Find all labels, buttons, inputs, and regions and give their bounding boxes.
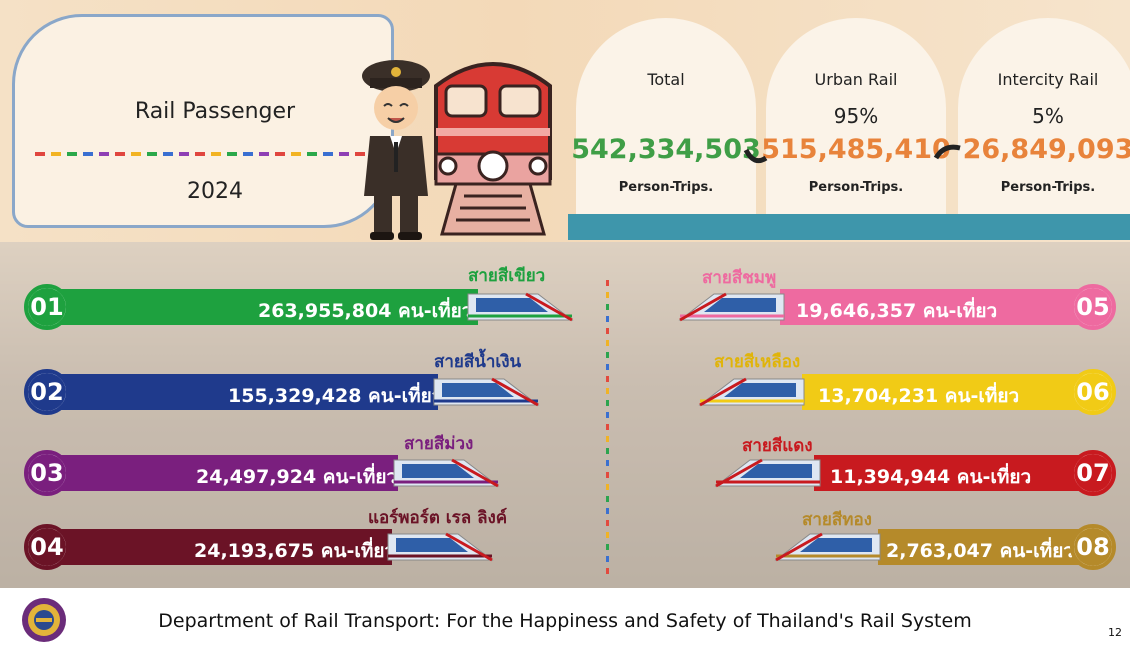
line-value: 19,646,357 คน-เที่ยว	[796, 300, 998, 322]
line-number-badge: 06	[1070, 369, 1116, 415]
stat-unit: Person-Trips.	[808, 180, 904, 195]
line-name: สายสีทอง	[802, 510, 872, 530]
skytrain-icon	[774, 532, 881, 562]
stat-percent: 95%	[833, 104, 879, 128]
locomotive-icon	[434, 62, 552, 236]
stat-heading: Intercity Rail	[997, 70, 1099, 89]
stat-total: Total 542,334,503 Person-Trips.	[568, 18, 764, 240]
line-value: 24,497,924 คน-เที่ยว	[196, 466, 398, 488]
skytrain-icon	[467, 292, 574, 322]
department-seal-logo	[22, 598, 66, 642]
line-value: 13,704,231 คน-เที่ยว	[818, 385, 1020, 407]
line-number-badge: 07	[1070, 450, 1116, 496]
rainbow-divider	[35, 152, 393, 156]
skytrain-icon	[714, 458, 821, 488]
line-number-badge: 02	[24, 369, 70, 415]
footer-tagline: Department of Rail Transport: For the Ha…	[158, 610, 972, 632]
skytrain-icon	[433, 377, 540, 407]
stat-percent: 5%	[1032, 104, 1064, 128]
line-number-badge: 05	[1070, 284, 1116, 330]
line-number-badge: 01	[24, 284, 70, 330]
line-value: 24,193,675 คน-เที่ยว	[194, 540, 396, 562]
page-number: 12	[1108, 626, 1122, 639]
skytrain-icon	[698, 377, 805, 407]
line-name: แอร์พอร์ต เรล ลิงค์	[368, 508, 508, 528]
skytrain-icon	[387, 532, 494, 562]
line-number-badge: 08	[1070, 524, 1116, 570]
page-title: Rail Passenger	[134, 99, 296, 124]
title-card: Rail Passenger 2024	[12, 14, 394, 228]
stat-unit: Person-Trips.	[618, 180, 714, 195]
stat-heading: Total	[647, 70, 685, 89]
train-conductor-icon	[362, 60, 430, 240]
line-name: สายสีเขียว	[468, 266, 546, 286]
footer-bar	[0, 588, 1130, 658]
line-name: สายสีม่วง	[404, 434, 474, 454]
line-name: สายสีน้ำเงิน	[434, 352, 522, 372]
line-name: สายสีเหลือง	[714, 352, 801, 372]
stat-unit: Person-Trips.	[1000, 180, 1096, 195]
stat-number: 26,849,093	[962, 134, 1130, 165]
line-value: 155,329,428 คน-เที่ยว	[228, 385, 443, 407]
year-label: 2024	[187, 179, 243, 204]
stat-number: 542,334,503	[571, 134, 761, 165]
line-name: สายสีแดง	[742, 436, 813, 456]
stat-number: 515,485,410	[761, 134, 951, 165]
stat-urban-rail: Urban Rail 95% 515,485,410 Person-Trips.	[758, 18, 954, 240]
line-number-badge: 04	[24, 524, 70, 570]
stat-intercity-rail: Intercity Rail 5% 26,849,093 Person-Trip…	[950, 18, 1130, 240]
line-name: สายสีชมพู	[702, 268, 777, 288]
line-value: 11,394,944 คน-เที่ยว	[830, 466, 1032, 488]
skytrain-icon	[393, 458, 500, 488]
connector-lines	[743, 144, 961, 164]
center-divider	[606, 280, 609, 580]
line-number-badge: 03	[24, 450, 70, 496]
line-value: 263,955,804 คน-เที่ยว	[258, 300, 473, 322]
stat-heading: Urban Rail	[814, 70, 898, 89]
line-value: 2,763,047 คน-เที่ยว	[886, 540, 1074, 562]
skytrain-icon	[678, 292, 785, 322]
